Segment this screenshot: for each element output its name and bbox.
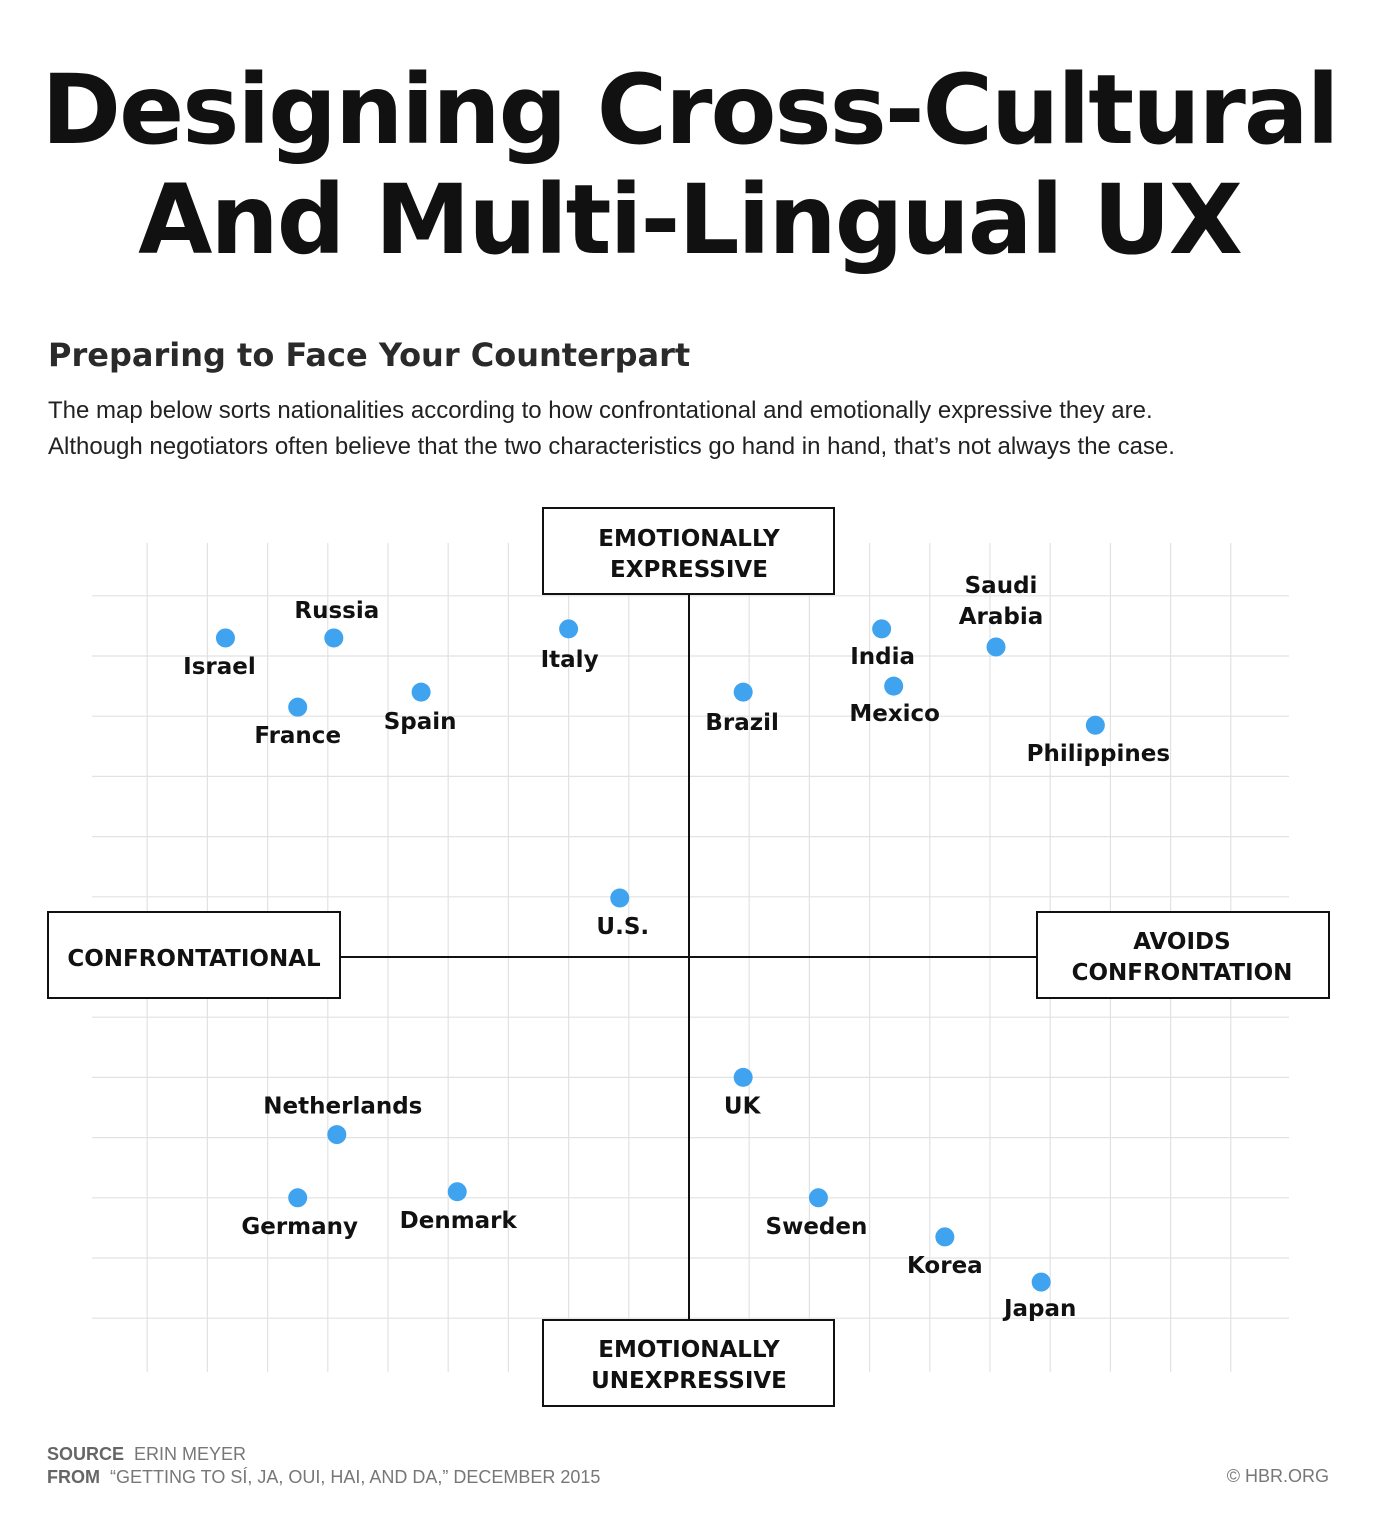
chart-title: Preparing to Face Your Counterpart (48, 336, 691, 374)
point-russia (324, 628, 344, 648)
point-france (288, 697, 308, 717)
axis-label-right: AVOIDS CONFRONTATION (1036, 911, 1330, 999)
axis-label-right-line-2: CONFRONTATION (1072, 960, 1293, 986)
point-label-netherlands: Netherlands (263, 1094, 422, 1120)
point-label-uk: UK (724, 1093, 762, 1119)
axis-label-left-text: CONFRONTATIONAL (67, 946, 321, 972)
point-denmark (447, 1182, 467, 1202)
source-key: SOURCE (47, 1444, 125, 1464)
chart-subtitle-line-1: The map below sorts nationalities accord… (48, 397, 1153, 424)
footer-source: SOURCE ERIN MEYER FROM “GETTING TO SÍ, JA,… (47, 1443, 600, 1489)
data-points: Israel Russia France Spain Italy U.S. Brazil In… (183, 573, 1170, 1322)
banner-title-line-1: Designing Cross-Cultural (41, 54, 1339, 166)
point-spain (411, 682, 431, 702)
axis-label-top-line-2: EXPRESSIVE (610, 557, 768, 583)
point-label-india: India (850, 644, 915, 670)
point-brazil (733, 682, 753, 702)
point-label-korea: Korea (907, 1253, 983, 1279)
banner-title-line-2: And Multi-Lingual UX (138, 164, 1243, 276)
axis-label-top-line-1: EMOTIONALLY (598, 526, 780, 552)
footer-credit: © HBR.ORG (1226, 1466, 1329, 1486)
from-value: “GETTING TO SÍ, JA, OUI, HAI, AND DA,” D… (110, 1467, 601, 1487)
point-label-saudi-arabia: Saudi Arabia (959, 573, 1044, 630)
axis-label-top: EMOTIONALLY EXPRESSIVE (542, 507, 835, 595)
banner-title: Designing Cross-Cultural And Multi-Lingu… (0, 55, 1379, 275)
point-label-russia: Russia (294, 598, 379, 624)
axis-label-right-line-1: AVOIDS (1133, 929, 1230, 955)
point-japan (1031, 1272, 1051, 1292)
axis-label-bottom: EMOTIONALLY UNEXPRESSIVE (542, 1319, 835, 1407)
point-israel (215, 628, 235, 648)
point-label-germany: Germany (241, 1214, 358, 1240)
source-value: ERIN MEYER (134, 1444, 247, 1464)
scatter-plot: EMOTIONALLY EXPRESSIVE EMOTIONALLY UNEXP… (47, 507, 1330, 1407)
point-label-sweden: Sweden (766, 1214, 868, 1240)
axis-label-bottom-line-1: EMOTIONALLY (598, 1337, 780, 1363)
axis-label-bottom-line-2: UNEXPRESSIVE (591, 1368, 787, 1394)
axis-label-left: CONFRONTATIONAL (47, 911, 341, 999)
point-label-spain: Spain (384, 709, 457, 735)
from-key: FROM (47, 1467, 100, 1487)
point-label-japan: Japan (1002, 1296, 1076, 1322)
point-label-philippines: Philippines (1027, 741, 1170, 767)
point-india (872, 619, 892, 639)
point-netherlands (327, 1125, 347, 1145)
point-germany (288, 1188, 308, 1208)
point-label-u-s: U.S. (596, 914, 649, 940)
point-u-s (610, 888, 630, 908)
chart-subtitle-line-2: Although negotiators often believe that … (48, 433, 1175, 460)
point-sweden (808, 1188, 828, 1208)
point-saudi-arabia (986, 637, 1006, 657)
point-uk (733, 1067, 753, 1087)
point-korea (935, 1227, 955, 1247)
point-label-brazil: Brazil (705, 710, 779, 736)
point-label-israel: Israel (183, 654, 256, 680)
point-label-france: France (254, 723, 341, 749)
point-mexico (884, 676, 904, 696)
point-italy (559, 619, 579, 639)
point-philippines (1085, 715, 1105, 735)
chart-subtitle: The map below sorts nationalities accord… (48, 393, 1348, 465)
point-label-mexico: Mexico (849, 701, 940, 727)
point-label-denmark: Denmark (400, 1208, 518, 1234)
point-label-italy: Italy (541, 647, 599, 673)
